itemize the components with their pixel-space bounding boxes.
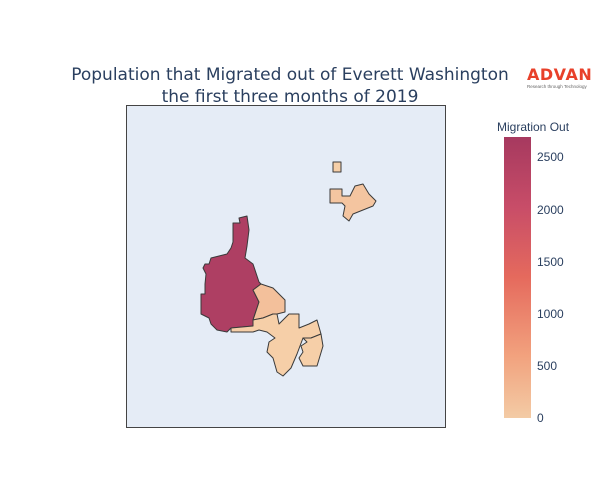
region-north-small-square[interactable] — [332, 161, 342, 173]
map-title-line-1: Population that Migrated out of Everett … — [71, 65, 509, 85]
region-north-east-tract[interactable] — [329, 183, 377, 222]
region-central-strip-tract[interactable] — [230, 313, 322, 377]
region-west-large-tract[interactable] — [200, 215, 262, 333]
region-south-east-tract[interactable] — [298, 333, 324, 367]
colorbar-tick-2500: 2500 — [537, 150, 564, 164]
logo-tagline: Research through Technology — [527, 84, 587, 89]
map-plot-area[interactable] — [126, 105, 446, 428]
colorbar — [504, 137, 531, 418]
colorbar-title: Migration Out — [497, 120, 570, 134]
colorbar-tick-500: 500 — [537, 359, 558, 373]
logo-word: ADVAN — [527, 65, 593, 84]
map-svg — [200, 161, 377, 377]
colorbar-tick-1000: 1000 — [537, 307, 564, 321]
colorbar-tick-1500: 1500 — [537, 255, 564, 269]
colorbar-tick-2000: 2000 — [537, 203, 564, 217]
colorbar-tick-0: 0 — [537, 411, 544, 425]
advan-logo: ADVAN Research through Technology — [527, 66, 599, 92]
map-title: Population that Migrated out of Everett … — [40, 64, 540, 108]
map-title-line-2: the first three months of 2019 — [161, 87, 419, 107]
